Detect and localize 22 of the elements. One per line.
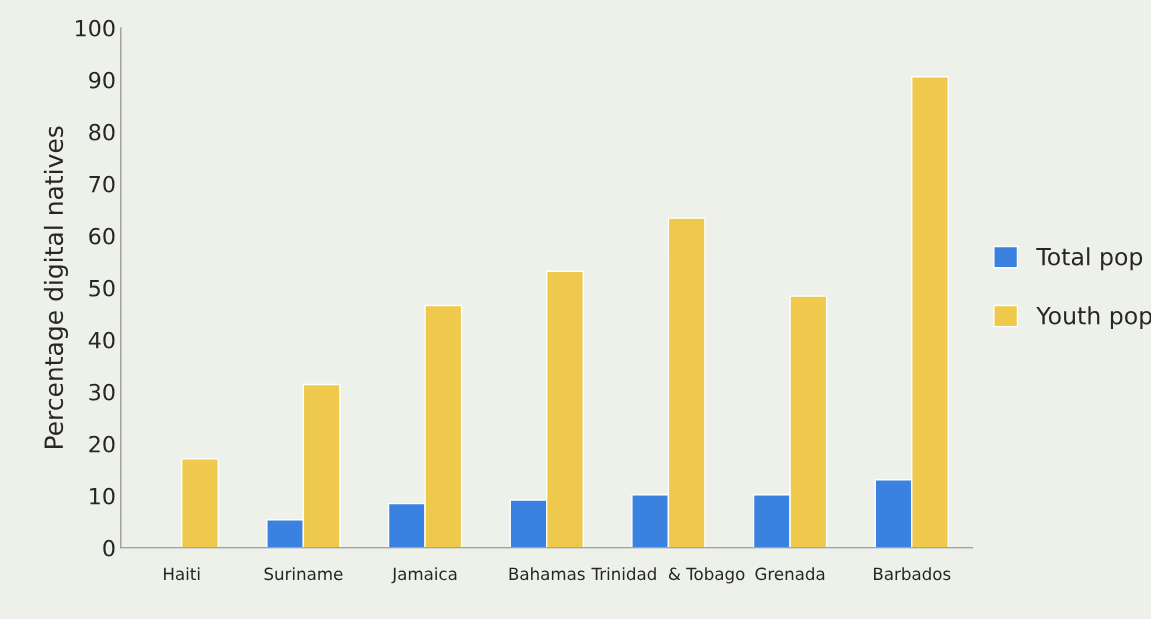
y-tick-label: 70 — [89, 175, 115, 193]
y-tick-label: 0 — [103, 539, 115, 557]
x-tick-label: Haiti — [164, 567, 200, 581]
x-tick-label: Jamaica — [391, 567, 457, 584]
y-tick-label: 20 — [89, 435, 115, 453]
y-tick-label: 40 — [88, 331, 115, 349]
legend-label: Youth pop — [1036, 306, 1151, 330]
y-axis-title: Percentage digital natives — [43, 126, 69, 449]
y-tick-label: 100 — [76, 19, 115, 37]
legend-label: Total pop — [1036, 247, 1143, 271]
bar — [180, 458, 219, 548]
y-tick-label: 50 — [89, 279, 115, 297]
x-tick-label: Barbados — [874, 567, 951, 581]
y-tick-label: 10 — [90, 487, 115, 505]
y-tick-label: 80 — [89, 123, 115, 141]
x-tick-label: Trinidad & Tobago — [591, 567, 745, 584]
x-tick-label: Bahamas — [509, 567, 585, 581]
x-tick-label: Grenada — [755, 567, 825, 581]
y-tick-label: 60 — [89, 227, 115, 245]
x-tick-label: Suriname — [264, 567, 343, 581]
y-tick-label: 90 — [89, 71, 115, 89]
y-tick-label: 30 — [89, 383, 115, 401]
